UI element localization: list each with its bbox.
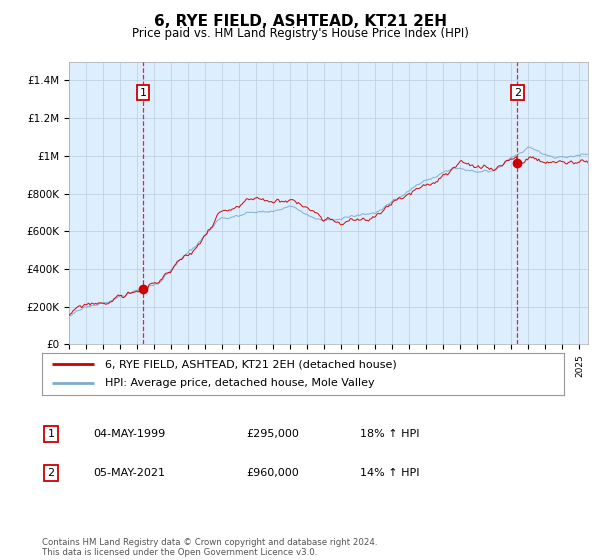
Text: 6, RYE FIELD, ASHTEAD, KT21 2EH: 6, RYE FIELD, ASHTEAD, KT21 2EH <box>154 14 446 29</box>
Text: 1: 1 <box>140 88 146 97</box>
Text: 04-MAY-1999: 04-MAY-1999 <box>93 429 165 439</box>
Text: 18% ↑ HPI: 18% ↑ HPI <box>360 429 419 439</box>
Text: 1: 1 <box>47 429 55 439</box>
Text: 2: 2 <box>514 88 521 97</box>
Text: Contains HM Land Registry data © Crown copyright and database right 2024.
This d: Contains HM Land Registry data © Crown c… <box>42 538 377 557</box>
Text: 6, RYE FIELD, ASHTEAD, KT21 2EH (detached house): 6, RYE FIELD, ASHTEAD, KT21 2EH (detache… <box>104 359 397 369</box>
Text: HPI: Average price, detached house, Mole Valley: HPI: Average price, detached house, Mole… <box>104 379 374 389</box>
Text: £295,000: £295,000 <box>246 429 299 439</box>
Text: 2: 2 <box>47 468 55 478</box>
Text: 14% ↑ HPI: 14% ↑ HPI <box>360 468 419 478</box>
Text: £960,000: £960,000 <box>246 468 299 478</box>
Text: 05-MAY-2021: 05-MAY-2021 <box>93 468 165 478</box>
Text: Price paid vs. HM Land Registry's House Price Index (HPI): Price paid vs. HM Land Registry's House … <box>131 27 469 40</box>
